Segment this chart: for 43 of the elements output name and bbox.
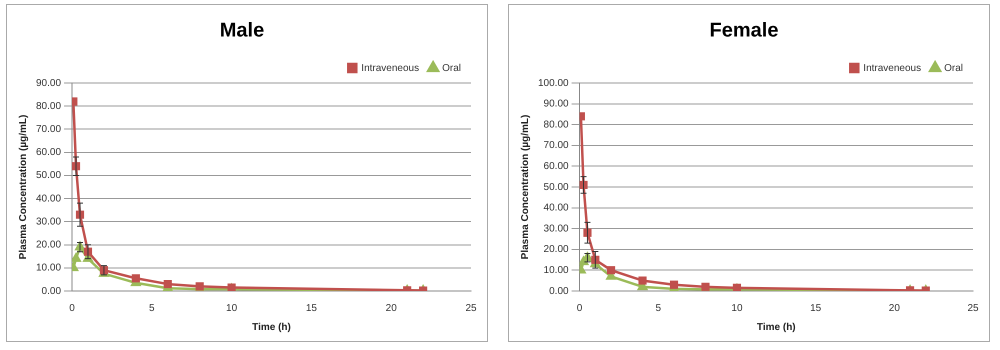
x-axis-title: Time (h) [252,322,291,333]
legend-label: Oral [944,62,964,74]
y-tick-label: 30.00 [36,216,62,228]
chart-title: Female [710,20,778,42]
x-tick-label: 5 [655,302,662,314]
legend-label: Intraveneous [863,62,922,74]
y-tick-label: 30.00 [544,223,570,234]
x-tick-label: 10 [731,302,743,314]
x-tick-label: 5 [149,302,156,314]
y-tick-label: 70.00 [544,140,570,152]
y-tick-label: 80.00 [544,119,570,130]
y-tick-label: 90.00 [36,78,62,89]
legend-label: Oral [442,62,462,74]
y-tick-label: 20.00 [36,240,62,251]
x-axis-title: Time (h) [756,322,796,333]
x-tick-label: 25 [967,302,979,314]
y-tick-label: 0.00 [42,286,62,297]
x-tick-label: 10 [226,302,238,314]
x-tick-label: 15 [810,302,822,314]
legend-label: Intraveneous [361,62,420,74]
x-tick-label: 15 [306,302,318,314]
y-tick-label: 40.00 [544,202,570,214]
y-axis-title: Plasma Concentration (µg/mL) [520,114,531,260]
chart-title: Male [220,20,264,42]
y-tick-label: 0.00 [549,286,570,297]
y-tick-label: 70.00 [36,124,62,135]
y-axis-title: Plasma Concentration (µg/mL) [18,114,29,260]
y-tick-label: 50.00 [544,182,570,193]
y-tick-label: 60.00 [544,160,570,172]
y-tick-label: 80.00 [36,100,62,112]
x-tick-label: 20 [386,302,398,314]
y-tick-label: 90.00 [544,98,570,110]
y-tick-label: 50.00 [36,170,62,182]
y-tick-label: 40.00 [36,193,62,204]
y-tick-label: 60.00 [36,147,62,158]
x-tick-label: 20 [888,302,900,314]
y-tick-label: 100.00 [538,78,570,89]
y-tick-label: 10.00 [544,264,570,276]
y-tick-label: 20.00 [544,244,570,256]
y-tick-label: 10.00 [36,262,62,274]
x-tick-label: 0 [576,302,583,314]
x-tick-label: 25 [465,302,477,314]
x-tick-label: 0 [69,302,76,314]
